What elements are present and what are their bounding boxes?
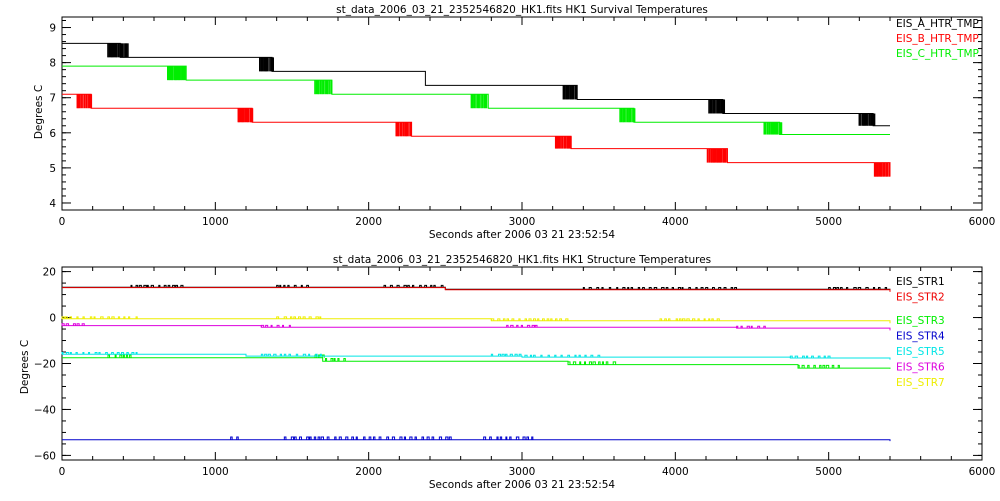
noise-blips [383,284,444,288]
legend-entry: EIS_A_HTR_TMP [896,18,979,30]
chart-survival-temperatures: 0 1000 2000 3000 4000 5000 6000 4 5 6 7 8 9 EIS_A_HTR… [49,16,996,228]
noise-blips [567,361,617,365]
y-tick-label: 8 [49,58,56,70]
series-line [62,357,891,369]
chart-title-survival: st_data_2006_03_21_2352546820_HK1.fits H… [336,4,708,16]
legend-entry: EIS_STR2 [896,292,945,304]
y-tick-label: −40 [34,404,56,416]
series-eis-b-htr-tmp [62,93,891,177]
x-tick-label: 1000 [202,466,229,478]
noise-blips [506,324,538,328]
legend-entry: EIS_STR1 [896,276,945,288]
noise-blips [582,286,738,290]
noise-blips [828,286,888,290]
noise-blips [276,284,309,288]
legend-entry: EIS_STR7 [896,377,945,389]
x-tick-label: 2000 [355,466,382,478]
noise-blips [61,323,85,326]
noise-blips [107,354,132,358]
y-tick-label: 7 [49,93,56,105]
legend-entry: EIS_STR5 [896,346,945,358]
y-tick-label: 6 [49,128,56,140]
noise-blips [276,316,322,319]
y-tick-label: 0 [49,313,56,325]
noise-blips [789,355,831,358]
series-eis-a-htr-tmp [62,42,890,127]
legend-entry: EIS_C_HTR_TMP [896,48,979,60]
y-tick-label: 5 [49,163,56,175]
x-axis-label-structure: Seconds after 2006 03 21 23:52:54 [429,479,616,491]
noise-blips [260,353,322,357]
noise-blips [260,324,291,328]
noise-blips [490,353,601,358]
legend-entry: EIS_STR4 [896,330,945,342]
noise-blips [797,364,840,369]
noise-blips [230,436,239,440]
y-axis-label-structure: Degrees C [19,340,31,394]
series-line [62,287,891,292]
chart-title-structure: st_data_2006_03_21_2352546820_HK1.fits H… [333,254,711,266]
series-line [62,439,891,442]
x-tick-label: 4000 [662,216,689,228]
y-tick-label: 20 [43,267,56,279]
series-eis-str1 [62,284,891,292]
legend-entry: EIS_STR3 [896,315,945,327]
y-axis-label-survival: Degrees C [33,85,45,139]
x-tick-label: 3000 [509,216,536,228]
x-tick-label: 4000 [662,466,689,478]
x-tick-label: 0 [59,216,66,228]
legend-entry: EIS_STR6 [896,361,945,373]
x-tick-label: 5000 [815,216,842,228]
x-tick-label: 6000 [969,466,996,478]
series-eis-str5 [61,351,891,360]
x-tick-label: 6000 [969,216,996,228]
x-tick-label: 1000 [202,216,229,228]
series-line [62,353,891,360]
series-eis-str6 [61,323,891,331]
noise-blips [483,436,534,440]
y-tick-label: −20 [34,359,56,371]
y-tick-label: 9 [49,23,56,35]
noise-blips [130,284,184,288]
y-tick-label: −60 [34,450,56,462]
noise-blips [283,436,452,440]
series-eis-str4 [62,436,891,442]
series-eis-str3 [62,354,891,369]
noise-blips [736,325,766,329]
noise-blips [659,318,720,321]
series-eis-c-htr-tmp [62,65,890,136]
y-tick-label: 4 [49,198,56,210]
series-line [62,325,891,331]
series-eis-str2 [62,287,891,292]
chart-structure-temperatures: 0 1000 2000 3000 4000 5000 6000 20 0 −20 −40 −60 EIS… [34,266,996,478]
noise-blips [490,318,569,321]
x-tick-label: 2000 [355,216,382,228]
noise-blips [61,351,138,355]
noise-blips [61,316,138,319]
axes-frame [61,266,983,461]
x-tick-label: 3000 [509,466,536,478]
x-tick-label: 5000 [815,466,842,478]
x-tick-label: 0 [59,466,66,478]
x-axis-label-survival: Seconds after 2006 03 21 23:52:54 [429,229,616,241]
series-line [62,318,891,324]
series-eis-str7 [61,316,891,324]
legend-entry: EIS_B_HTR_TMP [896,33,979,45]
series-line [62,42,890,127]
